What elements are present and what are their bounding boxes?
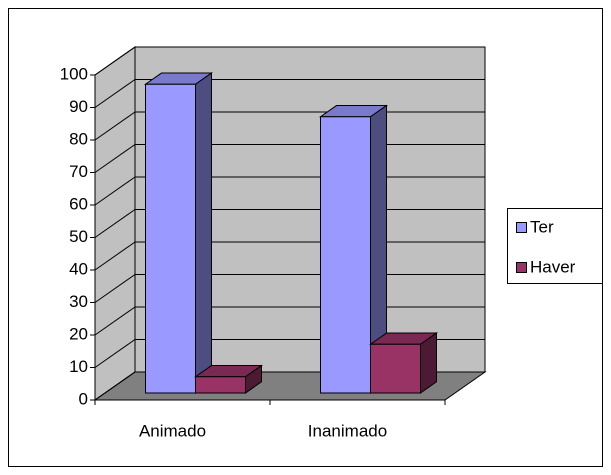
bar-side bbox=[420, 332, 437, 394]
grid-line bbox=[94, 306, 136, 336]
y-tick-label: 70 bbox=[69, 162, 88, 181]
y-tick-label: 60 bbox=[69, 194, 88, 213]
y-tick-label: 90 bbox=[69, 97, 88, 116]
grid-line bbox=[94, 241, 136, 271]
grid-line bbox=[94, 339, 136, 368]
bar bbox=[145, 83, 196, 394]
bar-3d bbox=[368, 332, 439, 394]
x-tick-label: Inanimado bbox=[308, 421, 387, 440]
bar-3d bbox=[318, 104, 389, 394]
grid-line bbox=[94, 111, 136, 141]
grid-line bbox=[94, 46, 136, 76]
bar bbox=[195, 376, 246, 394]
grid-line bbox=[94, 209, 136, 238]
y-tick-label: 80 bbox=[69, 129, 88, 148]
bar bbox=[370, 343, 421, 394]
grid-line bbox=[94, 371, 136, 401]
bar-3d bbox=[143, 72, 214, 394]
legend-swatch bbox=[516, 222, 527, 233]
y-tick-label: 20 bbox=[69, 324, 88, 343]
y-tick-label: 0 bbox=[79, 389, 88, 408]
y-tick-label: 100 bbox=[60, 64, 88, 83]
plot-area bbox=[90, 46, 487, 405]
y-tick-label: 40 bbox=[69, 259, 88, 278]
legend-label: Ter bbox=[530, 217, 554, 236]
bar-3d bbox=[193, 364, 264, 394]
grid-line bbox=[94, 176, 136, 206]
y-tick-label: 50 bbox=[69, 227, 88, 246]
x-tick-label: Animado bbox=[139, 421, 206, 440]
bar bbox=[320, 116, 371, 394]
legend-label: Haver bbox=[530, 257, 576, 276]
y-tick-label: 10 bbox=[69, 357, 88, 376]
grid-line bbox=[94, 144, 136, 173]
grid-line bbox=[94, 79, 136, 108]
bar-side bbox=[195, 72, 212, 394]
grid-line bbox=[94, 274, 136, 303]
legend-swatch bbox=[516, 262, 527, 273]
y-tick-label: 30 bbox=[69, 292, 88, 311]
